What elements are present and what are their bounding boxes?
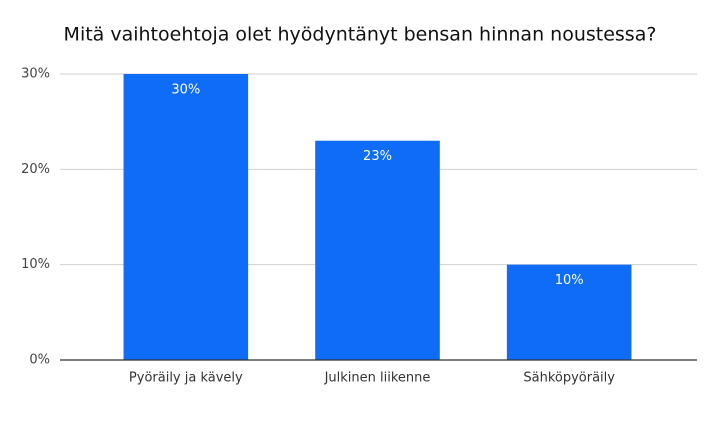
bar [123,74,249,360]
value-label: 10% [555,273,584,288]
y-tick-label: 30% [21,67,50,82]
y-tick-label: 10% [21,257,50,272]
chart-title: Mitä vaihtoehtoja olet hyödyntänyt bensa… [64,24,657,46]
x-tick-label: Julkinen liikenne [324,371,431,386]
value-label: 30% [171,83,200,98]
x-tick-label: Pyöräily ja kävely [129,371,243,386]
bar [506,264,632,360]
bar [315,140,440,360]
value-label: 23% [363,149,392,164]
y-tick-label: 20% [21,162,50,177]
x-tick-label: Sähköpyöräily [523,371,615,386]
y-tick-label: 0% [29,353,50,368]
